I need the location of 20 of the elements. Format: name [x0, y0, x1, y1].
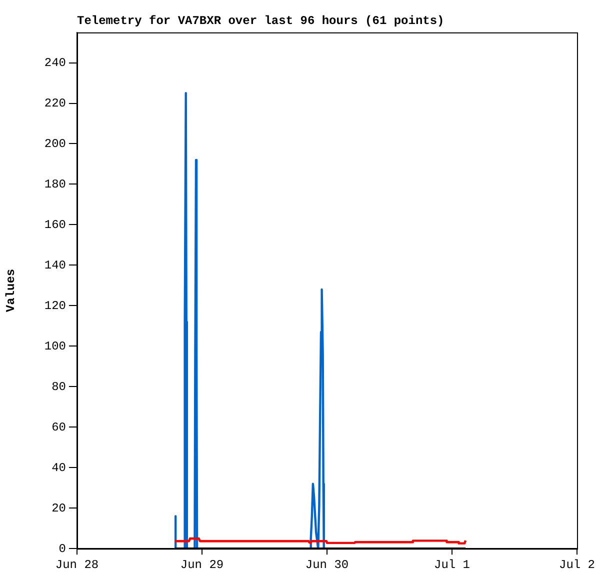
y-tick-label: 140 — [44, 258, 66, 272]
y-tick-label: 20 — [52, 501, 66, 516]
y-tick-label: 0 — [58, 542, 66, 556]
x-tick-label: Jul 1 — [434, 558, 470, 572]
x-tick-label: Jun 29 — [180, 558, 224, 572]
y-tick-label: 60 — [52, 420, 66, 434]
x-tick-label: Jul 2 — [558, 558, 596, 572]
x-tick-label: Jun 28 — [55, 558, 99, 572]
y-axis-title: Values — [4, 268, 18, 312]
y-tick-label: 220 — [44, 96, 66, 110]
y-tick-label: 200 — [44, 136, 66, 151]
chart-title: Telemetry for VA7BXR over last 96 hours (61 points) — [77, 14, 444, 28]
y-tick-label: 120 — [44, 298, 66, 313]
y-tick-label: 100 — [44, 339, 66, 354]
x-tick-label: Jun 30 — [305, 558, 349, 572]
y-tick-label: 40 — [52, 460, 66, 475]
y-tick-label: 80 — [52, 380, 66, 394]
y-tick-label: 180 — [44, 177, 66, 192]
y-tick-label: 160 — [44, 218, 66, 232]
y-tick-label: 240 — [44, 56, 66, 70]
